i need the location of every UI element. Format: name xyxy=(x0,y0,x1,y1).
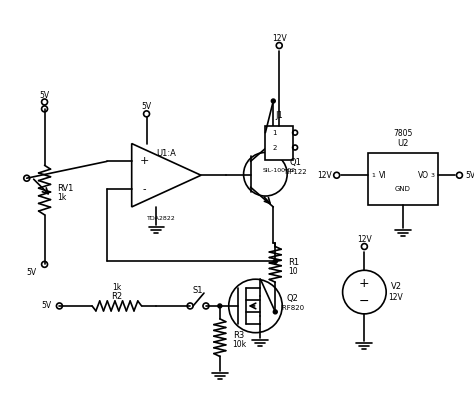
Text: R2: R2 xyxy=(111,292,122,300)
Text: IRF820: IRF820 xyxy=(280,305,304,311)
Circle shape xyxy=(273,310,277,314)
Text: SIL-100-02: SIL-100-02 xyxy=(263,168,296,173)
Text: TDA2822: TDA2822 xyxy=(147,216,176,221)
Text: 1k: 1k xyxy=(112,282,121,292)
Text: Q1: Q1 xyxy=(289,158,301,167)
Text: RV1: RV1 xyxy=(57,184,74,193)
Circle shape xyxy=(218,304,222,308)
Text: S1: S1 xyxy=(193,286,203,294)
Text: 5V: 5V xyxy=(42,302,52,310)
Text: 12V: 12V xyxy=(272,34,287,43)
Text: Q2: Q2 xyxy=(286,294,298,302)
Text: 7805: 7805 xyxy=(393,129,413,138)
Text: 1: 1 xyxy=(371,173,375,178)
Text: 5V: 5V xyxy=(465,171,474,180)
Circle shape xyxy=(273,259,277,263)
Text: TIP122: TIP122 xyxy=(283,169,307,175)
Text: V2: V2 xyxy=(391,282,401,290)
Text: R1: R1 xyxy=(288,258,299,267)
Text: GND: GND xyxy=(395,186,411,192)
Text: 5V: 5V xyxy=(27,268,37,277)
Text: +: + xyxy=(359,277,370,290)
Text: 12V: 12V xyxy=(389,292,403,302)
Text: 10: 10 xyxy=(288,267,298,276)
Bar xyxy=(368,154,438,205)
Text: −: − xyxy=(359,294,370,308)
Text: 5V: 5V xyxy=(39,91,50,99)
Circle shape xyxy=(271,99,275,103)
Text: J1: J1 xyxy=(275,111,283,120)
Text: 5V: 5V xyxy=(141,103,152,111)
Text: +: + xyxy=(140,156,149,166)
Text: 12V: 12V xyxy=(357,235,372,244)
Text: 12V: 12V xyxy=(318,171,332,180)
Text: -: - xyxy=(143,184,146,194)
Text: 3: 3 xyxy=(431,173,435,178)
Bar xyxy=(265,126,293,160)
Text: R3: R3 xyxy=(233,331,244,340)
Text: 1: 1 xyxy=(272,130,276,136)
Text: VO: VO xyxy=(418,171,429,180)
Text: U2: U2 xyxy=(397,139,409,148)
Text: VI: VI xyxy=(378,171,386,180)
Text: 1k: 1k xyxy=(57,193,67,201)
Text: 2: 2 xyxy=(272,144,276,150)
Text: U1:A: U1:A xyxy=(156,149,176,158)
Text: 10k: 10k xyxy=(233,340,247,349)
